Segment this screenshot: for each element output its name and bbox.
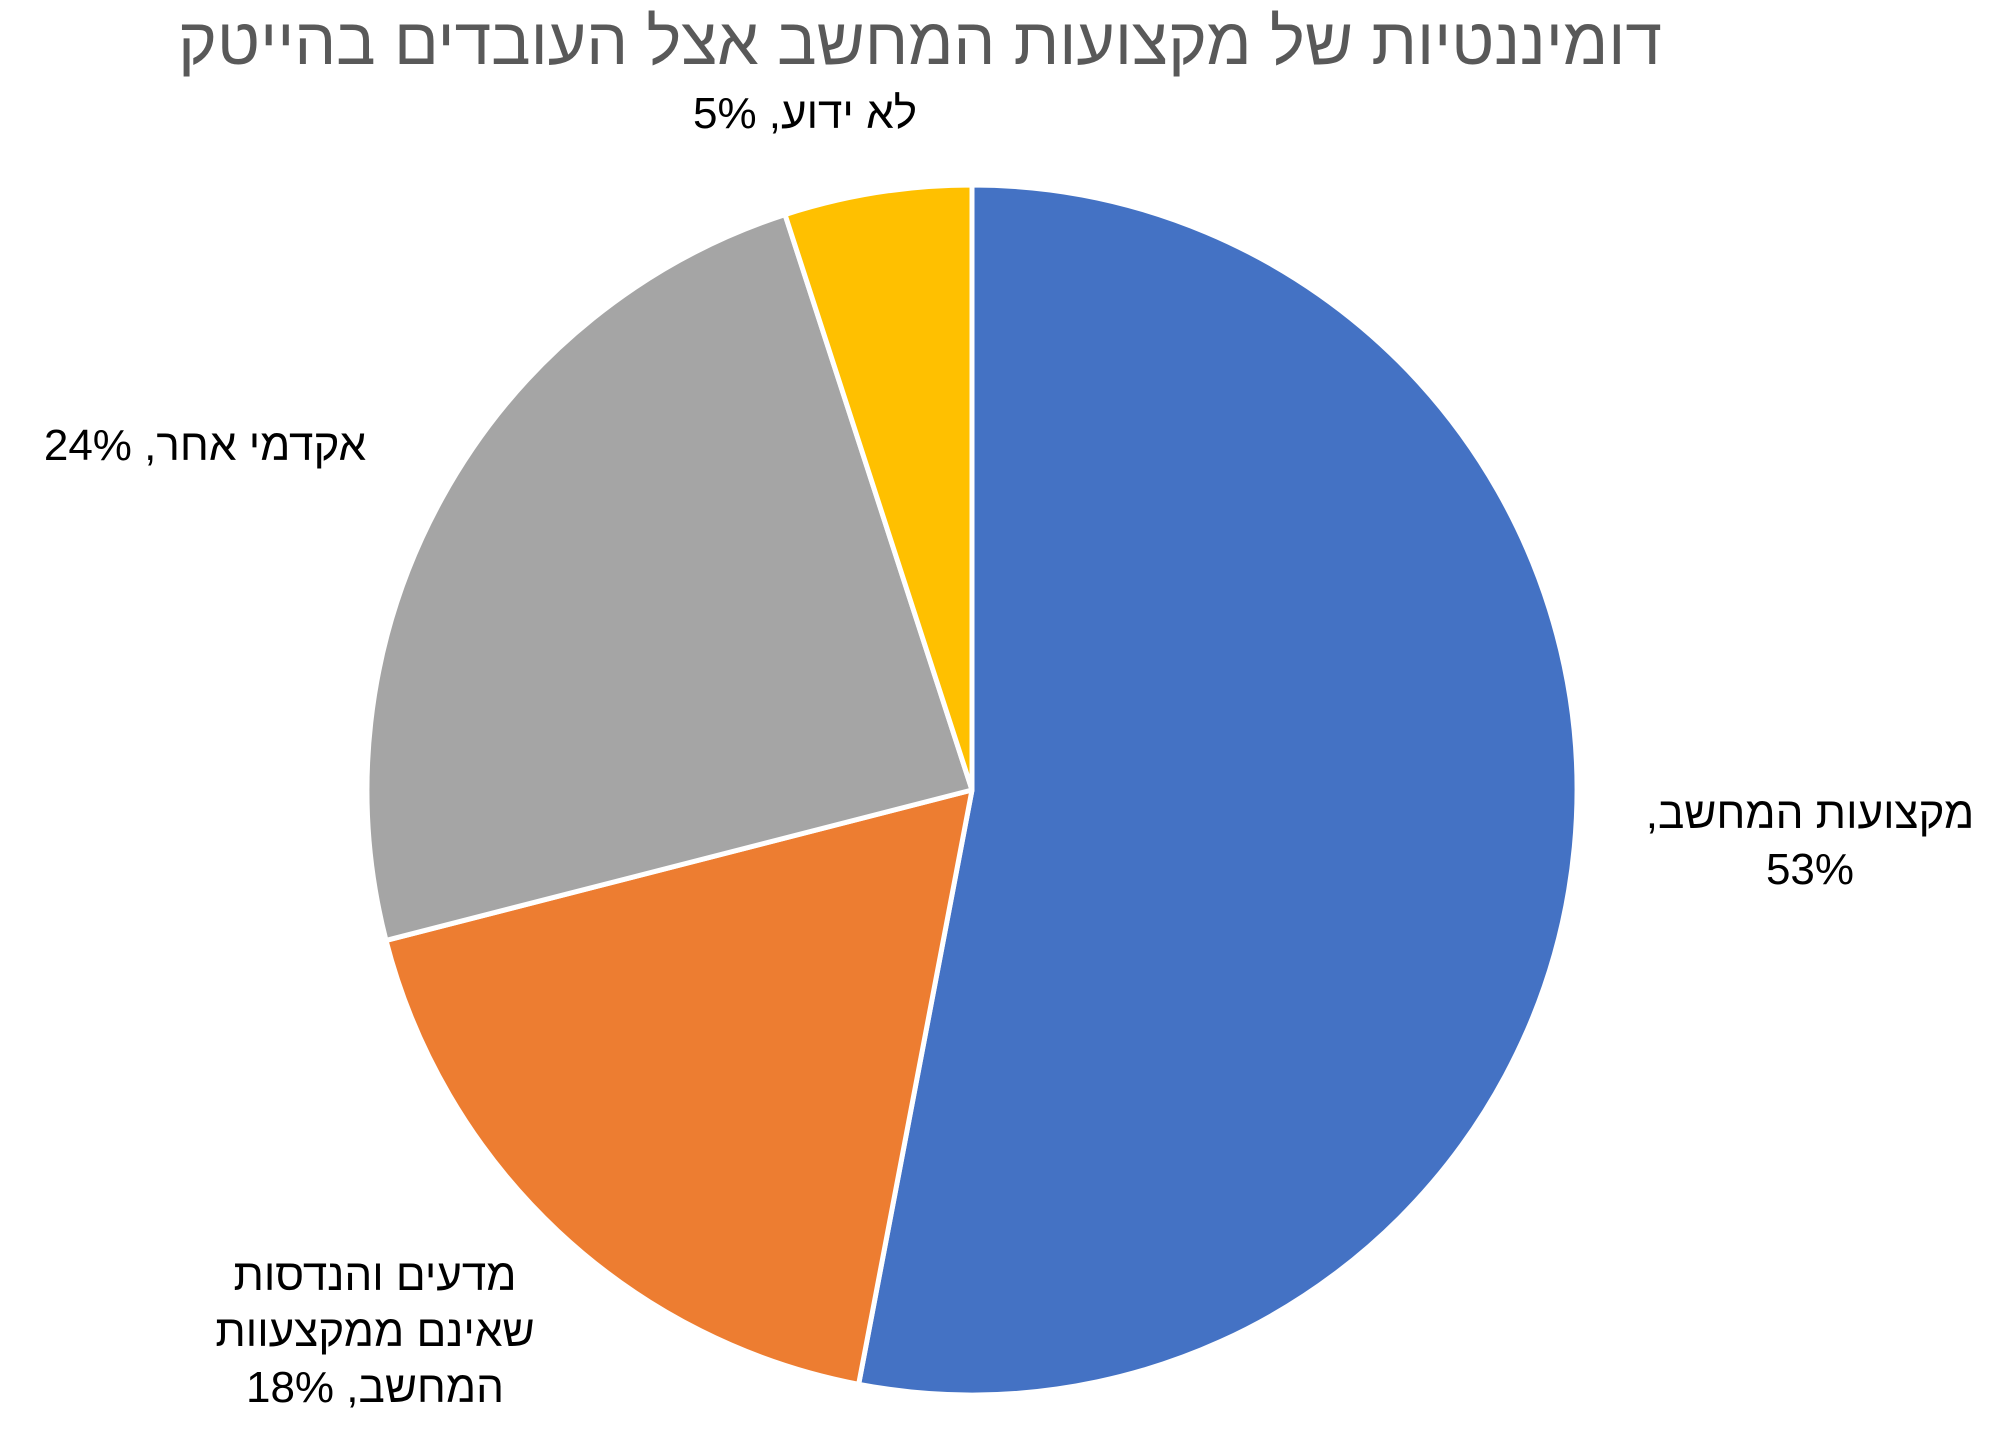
pie-slice-1 [856, 182, 1580, 1398]
chart-title: דומיננטיות של מקצועות המחשב אצל העובדים … [178, 4, 1662, 78]
data-label-3-line-1: אקדמי אחר, 24% [44, 421, 367, 470]
pie-slice-3 [364, 212, 975, 943]
data-label-1: מקצועות המחשב, 53% [1646, 789, 1975, 894]
data-label-4-line-1: לא ידוע, 5% [693, 89, 917, 138]
pie-slice-4 [782, 182, 975, 793]
data-label-1-line-1: מקצועות המחשב, [1646, 789, 1975, 838]
data-label-3: אקדמי אחר, 24% [44, 421, 367, 470]
pie-slice-2 [383, 787, 975, 1387]
data-label-2-line-3: המחשב, 18% [246, 1363, 504, 1412]
data-label-2-line-2: שאינם ממקצעוות [215, 1307, 534, 1356]
data-label-2-line-1: מדעים והנדסות [233, 1251, 516, 1300]
data-label-4: לא ידוע, 5% [693, 89, 917, 138]
data-label-1-line-2: 53% [1766, 845, 1854, 894]
data-label-2: מדעים והנדסות שאינם ממקצעוות המחשב, 18% [215, 1251, 534, 1412]
